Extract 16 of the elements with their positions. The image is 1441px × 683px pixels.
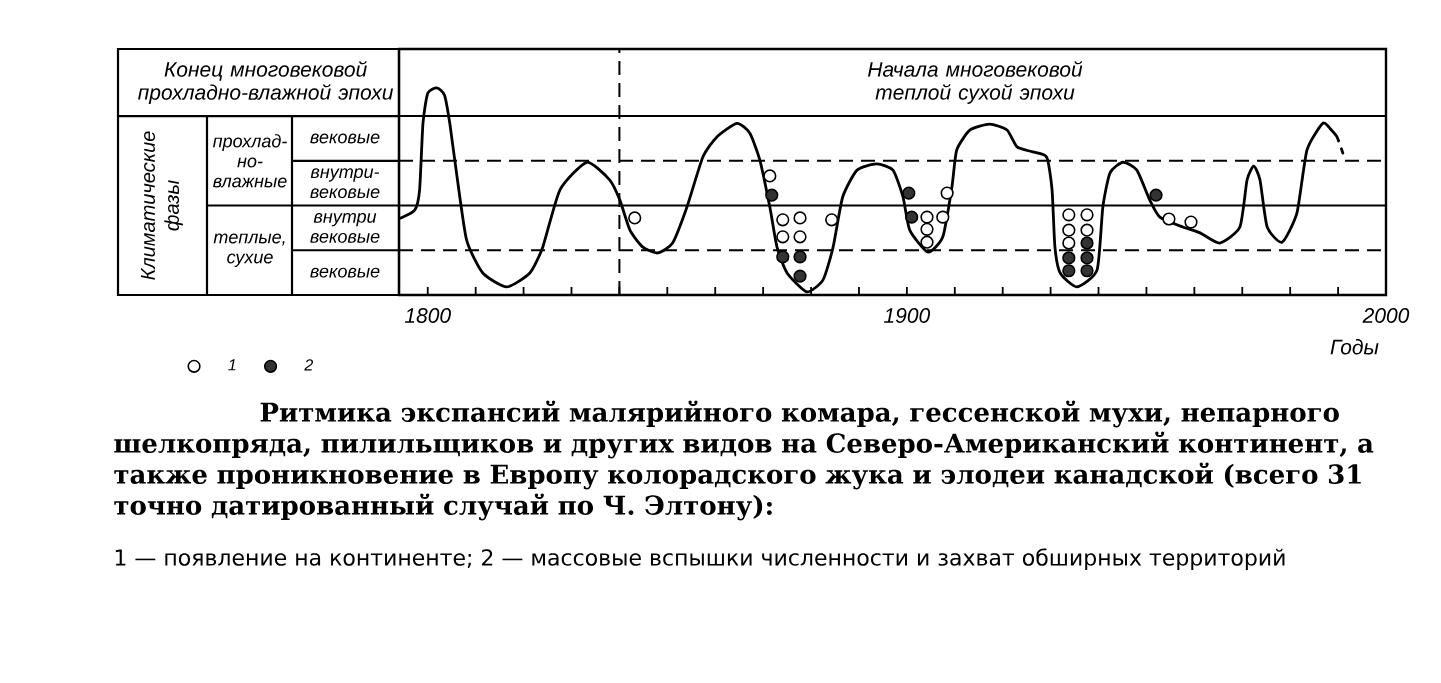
text: 1 — появление на континенте; 2 — массовые вспышки численности и захват обширных территорий [115,548,1285,571]
text: теплые, сухие [213,233,285,267]
legend-label: 1 [228,359,236,371]
text: внутри вековые [310,212,380,243]
annotation: Начала многовековой теплой сухой эпохи [868,61,1083,104]
text: прохлад-но-влажные [213,134,287,188]
text: Конец многовековой прохладно-влажной эпохи [138,61,394,104]
x-tick-label: 1800 [404,308,451,323]
text: Климатические фазы [141,131,183,280]
text: вековые [310,267,380,278]
legend-label: 2 [304,359,314,371]
x-tick-label: 1900 [884,308,931,323]
text: Ритмика экспансий малярийного комара, гессенской мухи, непарного шелкопряда, пилильщиков и других видов на Северо-Американский континент, а также проникновение в Европу колорадского жука и элодеи канадской (всего 31 точно датированный случай по Ч. Элтону): [114,400,1374,521]
x-tick-label: 2000 [1362,308,1410,323]
text: вековые [310,133,380,144]
x-axis-title: Годы [1330,339,1379,355]
